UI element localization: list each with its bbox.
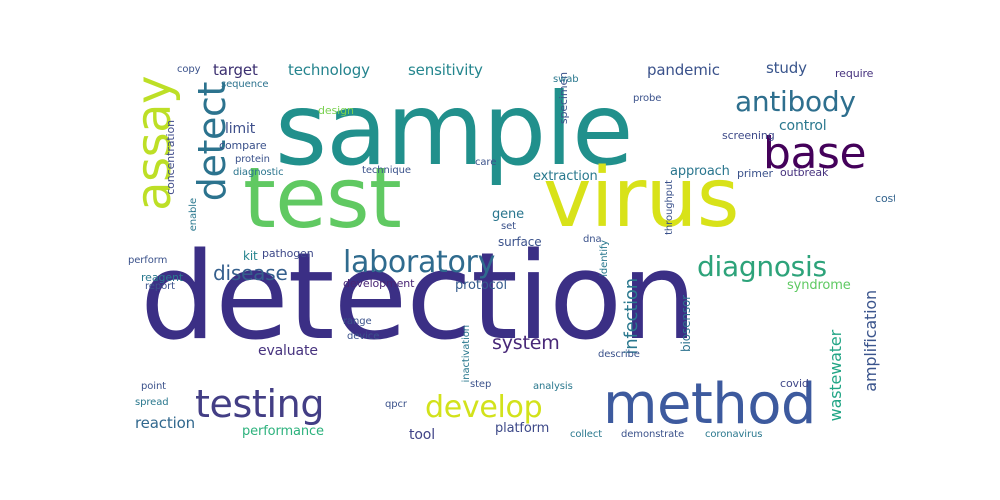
word-care: care	[475, 157, 497, 168]
word-collect: collect	[570, 429, 603, 440]
word-diagnostic: diagnostic	[233, 167, 284, 178]
word-protocol: protocol	[455, 278, 507, 293]
word-demonstrate: demonstrate	[621, 429, 685, 440]
word-approach: approach	[670, 164, 730, 179]
word-primer: primer	[737, 167, 773, 180]
word-outbreak: outbreak	[780, 166, 829, 179]
word-test: test	[243, 149, 402, 247]
word-disease: disease	[213, 261, 288, 285]
word-probe: probe	[633, 93, 662, 104]
word-sensitivity: sensitivity	[408, 61, 483, 79]
word-compare: compare	[219, 139, 267, 152]
word-screening: screening	[722, 129, 775, 142]
word-target: target	[213, 61, 258, 79]
word-surface: surface	[498, 235, 542, 249]
word-device: device	[347, 331, 380, 342]
word-amplification: amplification	[861, 290, 880, 392]
word-platform: platform	[495, 421, 550, 436]
word-reaction: reaction	[135, 414, 196, 432]
word-wastewater: wastewater	[826, 330, 845, 422]
word-virus: virus	[543, 151, 739, 246]
word-infection: infection	[621, 278, 642, 355]
word-laboratory: laboratory	[343, 245, 496, 280]
word-pathogen: pathogen	[262, 247, 314, 260]
word-sequence: sequence	[221, 79, 269, 90]
word-limit: limit	[225, 121, 256, 137]
word-evaluate: evaluate	[258, 343, 318, 359]
word-system: system	[492, 332, 560, 354]
word-inactivation: inactivation	[461, 325, 472, 383]
word-sample: sample	[275, 71, 634, 188]
word-reagent: reagent	[141, 271, 184, 284]
word-describe: describe	[598, 349, 640, 360]
word-syndrome: syndrome	[787, 278, 851, 293]
word-enable: enable	[188, 198, 199, 232]
word-testing: testing	[195, 382, 325, 426]
word-extraction: extraction	[533, 169, 598, 184]
word-spread: spread	[135, 397, 169, 408]
word-detection: detection	[140, 228, 697, 367]
word-design: design	[318, 104, 354, 117]
word-pandemic: pandemic	[647, 61, 720, 79]
word-antibody: antibody	[735, 85, 856, 118]
word-perform: perform	[128, 255, 168, 266]
word-throughput: throughput	[664, 180, 675, 235]
word-dna: dna	[583, 234, 602, 245]
word-gene: gene	[492, 207, 524, 222]
word-development: development	[343, 277, 415, 290]
word-study: study	[766, 60, 807, 77]
word-swab: swab	[553, 74, 579, 85]
word-require: require	[835, 67, 874, 80]
word-step: step	[470, 379, 492, 390]
word-identify: identify	[599, 240, 610, 277]
word-control: control	[779, 118, 827, 134]
word-tool: tool	[409, 427, 435, 443]
word-performance: performance	[242, 424, 324, 439]
word-kit: kit	[243, 249, 258, 263]
word-coronavirus: coronavirus	[705, 429, 763, 440]
word-concentration: concentration	[164, 120, 177, 195]
word-biosensor: biosensor	[679, 295, 693, 352]
word-report: report	[145, 281, 175, 292]
word-analysis: analysis	[533, 381, 573, 392]
word-diagnosis: diagnosis	[697, 250, 827, 283]
word-cost: cost	[875, 192, 895, 205]
word-technique: technique	[362, 165, 411, 176]
word-method: method	[603, 372, 816, 437]
word-copy: copy	[177, 64, 201, 75]
word-point: point	[141, 381, 167, 392]
word-develop: develop	[425, 390, 543, 425]
word-technology: technology	[288, 61, 370, 79]
word-range: range	[343, 316, 372, 327]
word-qpcr: qpcr	[385, 399, 407, 410]
word-cloud: detection sample virus test method assay…	[125, 60, 895, 445]
word-protein: protein	[235, 154, 270, 165]
word-base: base	[763, 128, 867, 179]
word-covid: covid	[780, 377, 809, 390]
word-set: set	[501, 221, 516, 232]
